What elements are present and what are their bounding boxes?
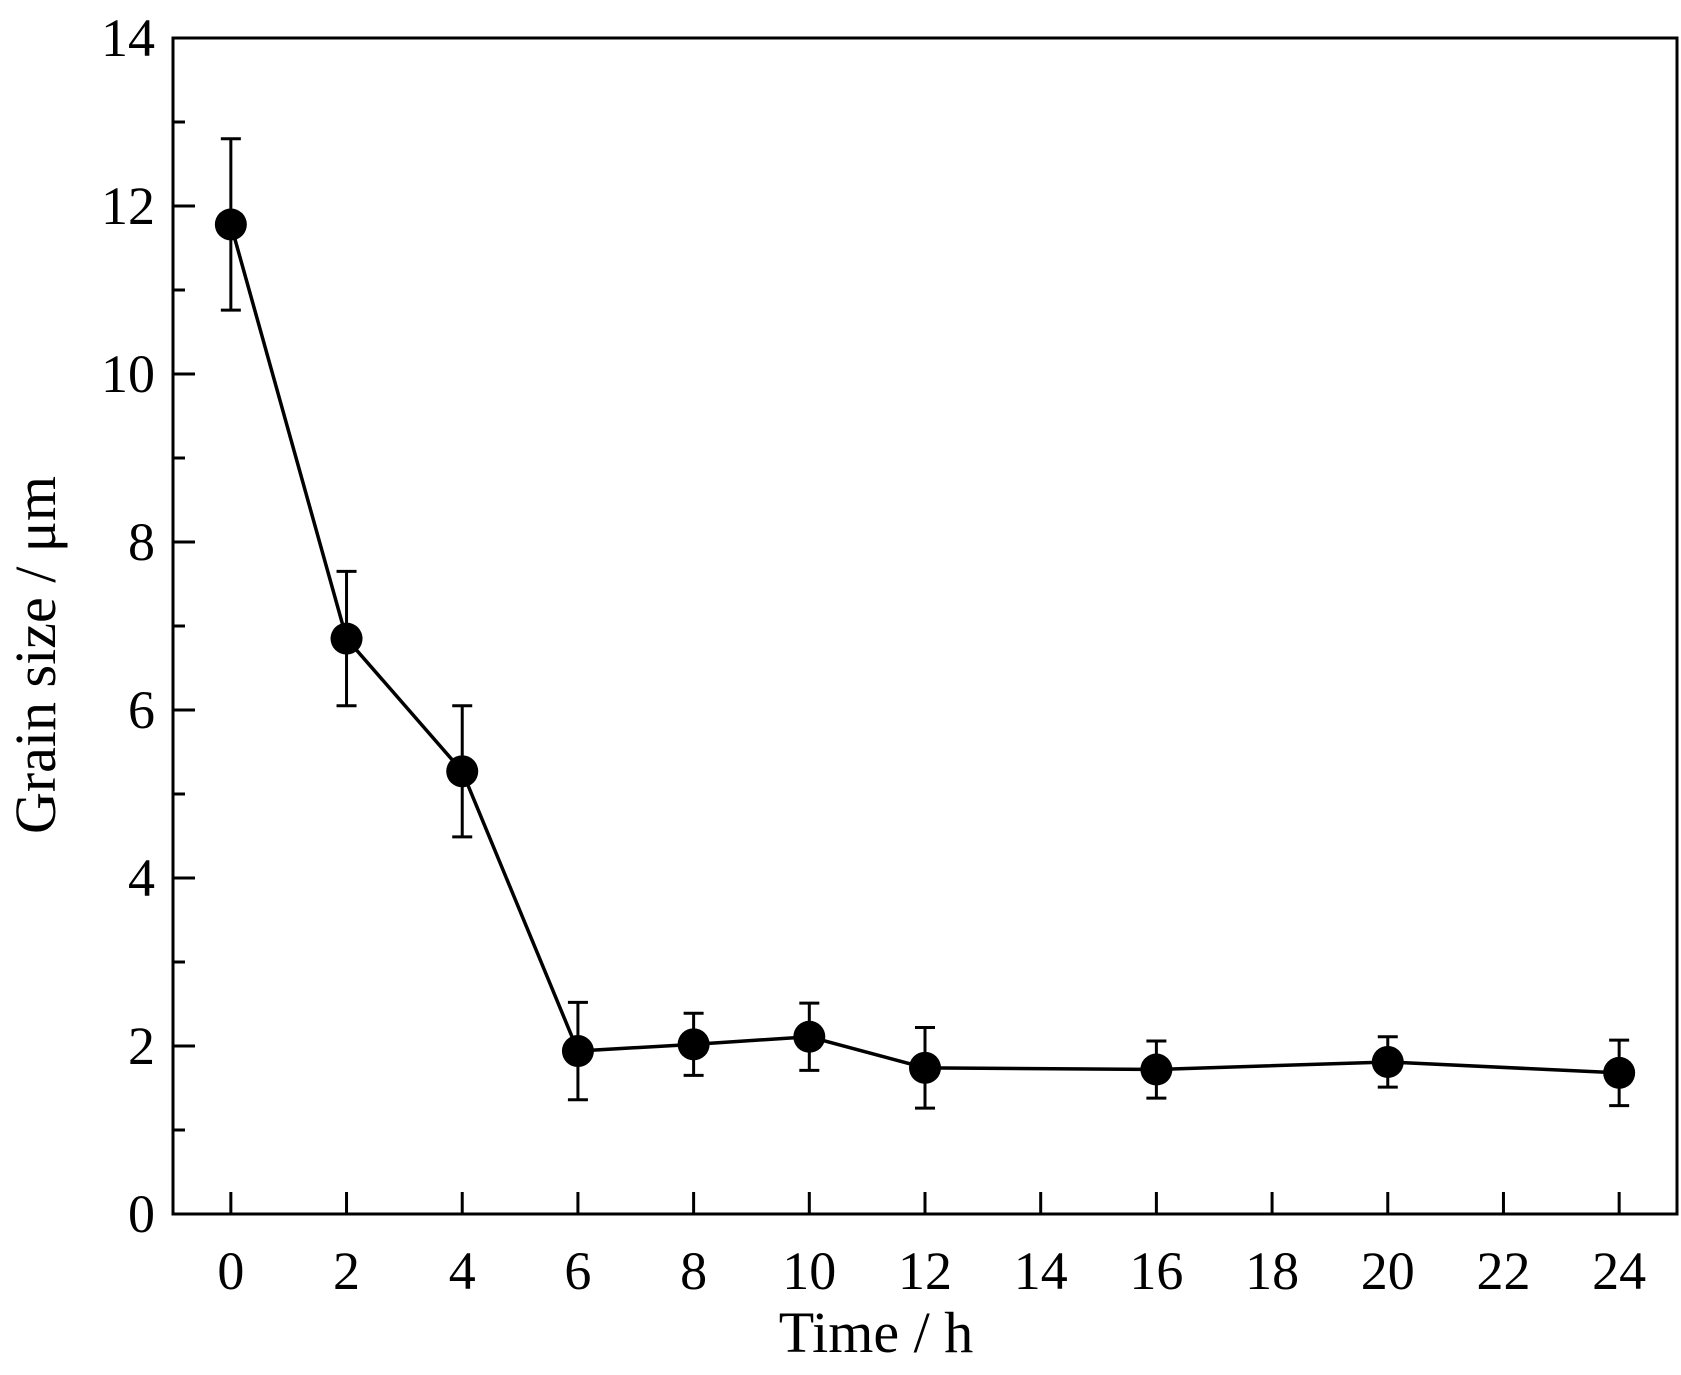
x-tick-label: 14: [1014, 1241, 1068, 1301]
y-tick-label: 6: [128, 680, 155, 740]
y-tick-label: 14: [101, 8, 155, 68]
data-point: [330, 622, 363, 655]
x-axis-title: Time / h: [779, 1300, 973, 1365]
data-point: [214, 208, 247, 241]
x-tick-label: 12: [898, 1241, 952, 1301]
x-tick-label: 0: [217, 1241, 244, 1301]
y-tick-label: 12: [101, 176, 155, 236]
x-tick-label: 16: [1129, 1241, 1183, 1301]
y-tick-label: 0: [128, 1184, 155, 1244]
x-tick-label: 10: [782, 1241, 836, 1301]
data-point: [1371, 1045, 1404, 1078]
data-point: [561, 1035, 594, 1068]
x-tick-label: 2: [333, 1241, 360, 1301]
x-tick-label: 18: [1245, 1241, 1299, 1301]
data-point: [1603, 1056, 1636, 1089]
y-tick-label: 2: [128, 1016, 155, 1076]
x-tick-label: 20: [1361, 1241, 1415, 1301]
data-point: [1140, 1053, 1173, 1086]
data-point: [677, 1028, 710, 1061]
x-tick-label: 22: [1476, 1241, 1530, 1301]
data-point: [793, 1020, 826, 1053]
x-tick-label: 24: [1592, 1241, 1646, 1301]
x-tick-label: 6: [564, 1241, 591, 1301]
y-tick-label: 4: [128, 848, 155, 908]
data-series: [214, 137, 1636, 1110]
x-tick-label: 4: [449, 1241, 476, 1301]
x-tick-label: 8: [680, 1241, 707, 1301]
y-tick-label: 8: [128, 512, 155, 572]
series-line: [229, 224, 1620, 1075]
data-point: [446, 755, 479, 788]
y-tick-label: 10: [101, 344, 155, 404]
data-point: [909, 1051, 941, 1084]
y-axis-title: Grain size / μm: [3, 476, 68, 834]
